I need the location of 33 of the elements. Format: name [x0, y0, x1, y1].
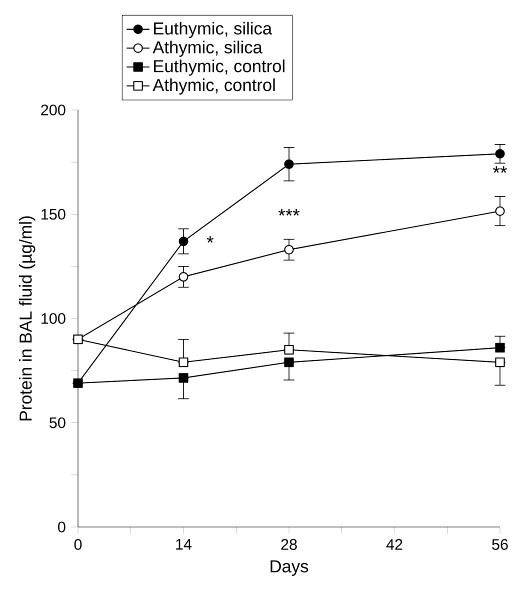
y-axis-title: Protein in BAL fluid (µg/ml) [19, 216, 36, 420]
point [495, 206, 505, 216]
point [178, 236, 188, 246]
annotation: *** [278, 209, 300, 216]
legend-label: Athymic, control [152, 78, 275, 95]
point [284, 344, 294, 355]
point [284, 244, 294, 254]
y-tick-label: 200 [41, 104, 66, 116]
x-tick-label: 56 [492, 539, 508, 550]
point [73, 378, 83, 388]
point [495, 357, 505, 368]
y-tick-label: 50 [50, 417, 66, 428]
legend-label: Euthymic, silica [154, 22, 272, 38]
y-tick-label: 100 [42, 313, 66, 324]
x-axis-title: Days [270, 560, 308, 576]
point [178, 357, 188, 368]
point [73, 334, 83, 344]
x-tick-label: 14 [176, 539, 192, 550]
annotation: ** [493, 166, 507, 173]
point [178, 373, 188, 383]
x-tick-label: 0 [74, 539, 82, 550]
x-tick-label: 28 [281, 539, 297, 550]
y-tick-label: 150 [42, 208, 66, 220]
legend-label: Athymic, silica [152, 40, 262, 57]
annotation: * [206, 236, 214, 243]
x-tick-label: 42 [386, 539, 402, 550]
y-tick-label: 0 [58, 522, 66, 532]
point [178, 272, 188, 282]
point [495, 342, 505, 352]
point [284, 159, 294, 170]
point [284, 357, 294, 368]
point [495, 148, 505, 159]
legend-label: Euthymic, control [154, 60, 284, 76]
